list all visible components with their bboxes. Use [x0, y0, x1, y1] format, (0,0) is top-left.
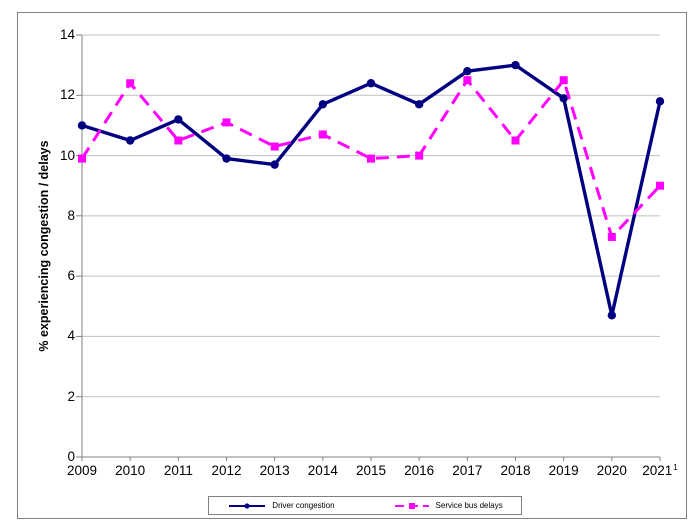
driver-congestion-line-sample-icon: [229, 502, 266, 509]
data-point-service-bus-delays-2020: [607, 232, 616, 241]
data-point-driver-congestion-2021: [655, 97, 665, 106]
x-tick-label-2010: 2010: [115, 463, 146, 478]
legend-label-driver-congestion: Driver congestion: [272, 500, 335, 510]
y-tick-label-10: 10: [59, 147, 75, 163]
data-point-service-bus-delays-2016: [415, 151, 424, 160]
y-tick-label-2: 2: [67, 388, 75, 404]
data-point-driver-congestion-2011: [174, 115, 183, 124]
x-tick-label-2019: 2019: [548, 463, 579, 478]
data-point-service-bus-delays-2018: [511, 136, 520, 145]
chart-frame: [17, 12, 687, 519]
x-tick-label-2018: 2018: [500, 463, 531, 478]
data-point-service-bus-delays-2011: [174, 136, 183, 145]
y-tick-label-8: 8: [67, 207, 75, 223]
data-point-service-bus-delays-2014: [318, 130, 327, 139]
data-point-driver-congestion-2009: [77, 121, 87, 130]
data-point-driver-congestion-2013: [270, 160, 279, 169]
x-tick-label-2015: 2015: [355, 463, 387, 478]
series-line-driver-congestion: [81, 63, 662, 318]
x-tick-label-2017: 2017: [452, 463, 483, 478]
legend-label-service-bus-delays: Service bus delays: [435, 500, 503, 510]
data-point-service-bus-delays-2019: [559, 76, 568, 85]
data-point-driver-congestion-2015: [366, 79, 376, 88]
x-tick-label-2013: 2013: [259, 463, 290, 478]
legend: Driver congestion Service bus delays: [208, 496, 522, 515]
footnote-marker: 1: [673, 463, 678, 472]
data-point-service-bus-delays-2010: [126, 79, 135, 88]
data-point-driver-congestion-2012: [222, 154, 231, 163]
data-point-service-bus-delays-2021: [656, 181, 664, 190]
x-tick-label-2011: 2011: [163, 463, 193, 478]
y-axis-title: % experiencing congestion / delays: [37, 140, 51, 352]
service-bus-delays-line-sample-icon: [394, 502, 429, 509]
data-point-service-bus-delays-2013: [270, 142, 279, 151]
x-tick-label-2009: 2009: [66, 463, 98, 478]
x-tick-label-2021: 20211: [642, 463, 678, 478]
y-tick-label-14: 14: [59, 27, 75, 42]
legend-item-service-bus-delays: Service bus delays: [393, 501, 503, 511]
data-point-driver-congestion-2016: [414, 100, 424, 109]
legend-item-driver-congestion: Driver congestion: [227, 500, 335, 511]
y-tick-label-4: 4: [67, 328, 75, 344]
x-tick-label-2012: 2012: [211, 463, 242, 478]
data-point-service-bus-delays-2012: [222, 118, 231, 127]
data-point-driver-congestion-2019: [559, 94, 568, 103]
y-tick-label-12: 12: [59, 87, 75, 103]
data-point-driver-congestion-2017: [463, 66, 472, 76]
y-tick-label-6: 6: [67, 268, 75, 284]
data-point-service-bus-delays-2015: [367, 154, 375, 163]
y-tick-label-0: 0: [67, 449, 75, 464]
x-tick-label-2014: 2014: [307, 463, 338, 478]
data-point-service-bus-delays-2017: [463, 76, 472, 85]
data-point-driver-congestion-2014: [318, 100, 328, 109]
x-tick-label-2016: 2016: [404, 463, 435, 478]
data-point-driver-congestion-2018: [511, 60, 520, 70]
data-point-driver-congestion-2020: [607, 311, 617, 320]
data-point-service-bus-delays-2009: [78, 154, 86, 163]
data-point-driver-congestion-2010: [125, 136, 135, 145]
x-tick-label-2020: 2020: [596, 463, 627, 478]
